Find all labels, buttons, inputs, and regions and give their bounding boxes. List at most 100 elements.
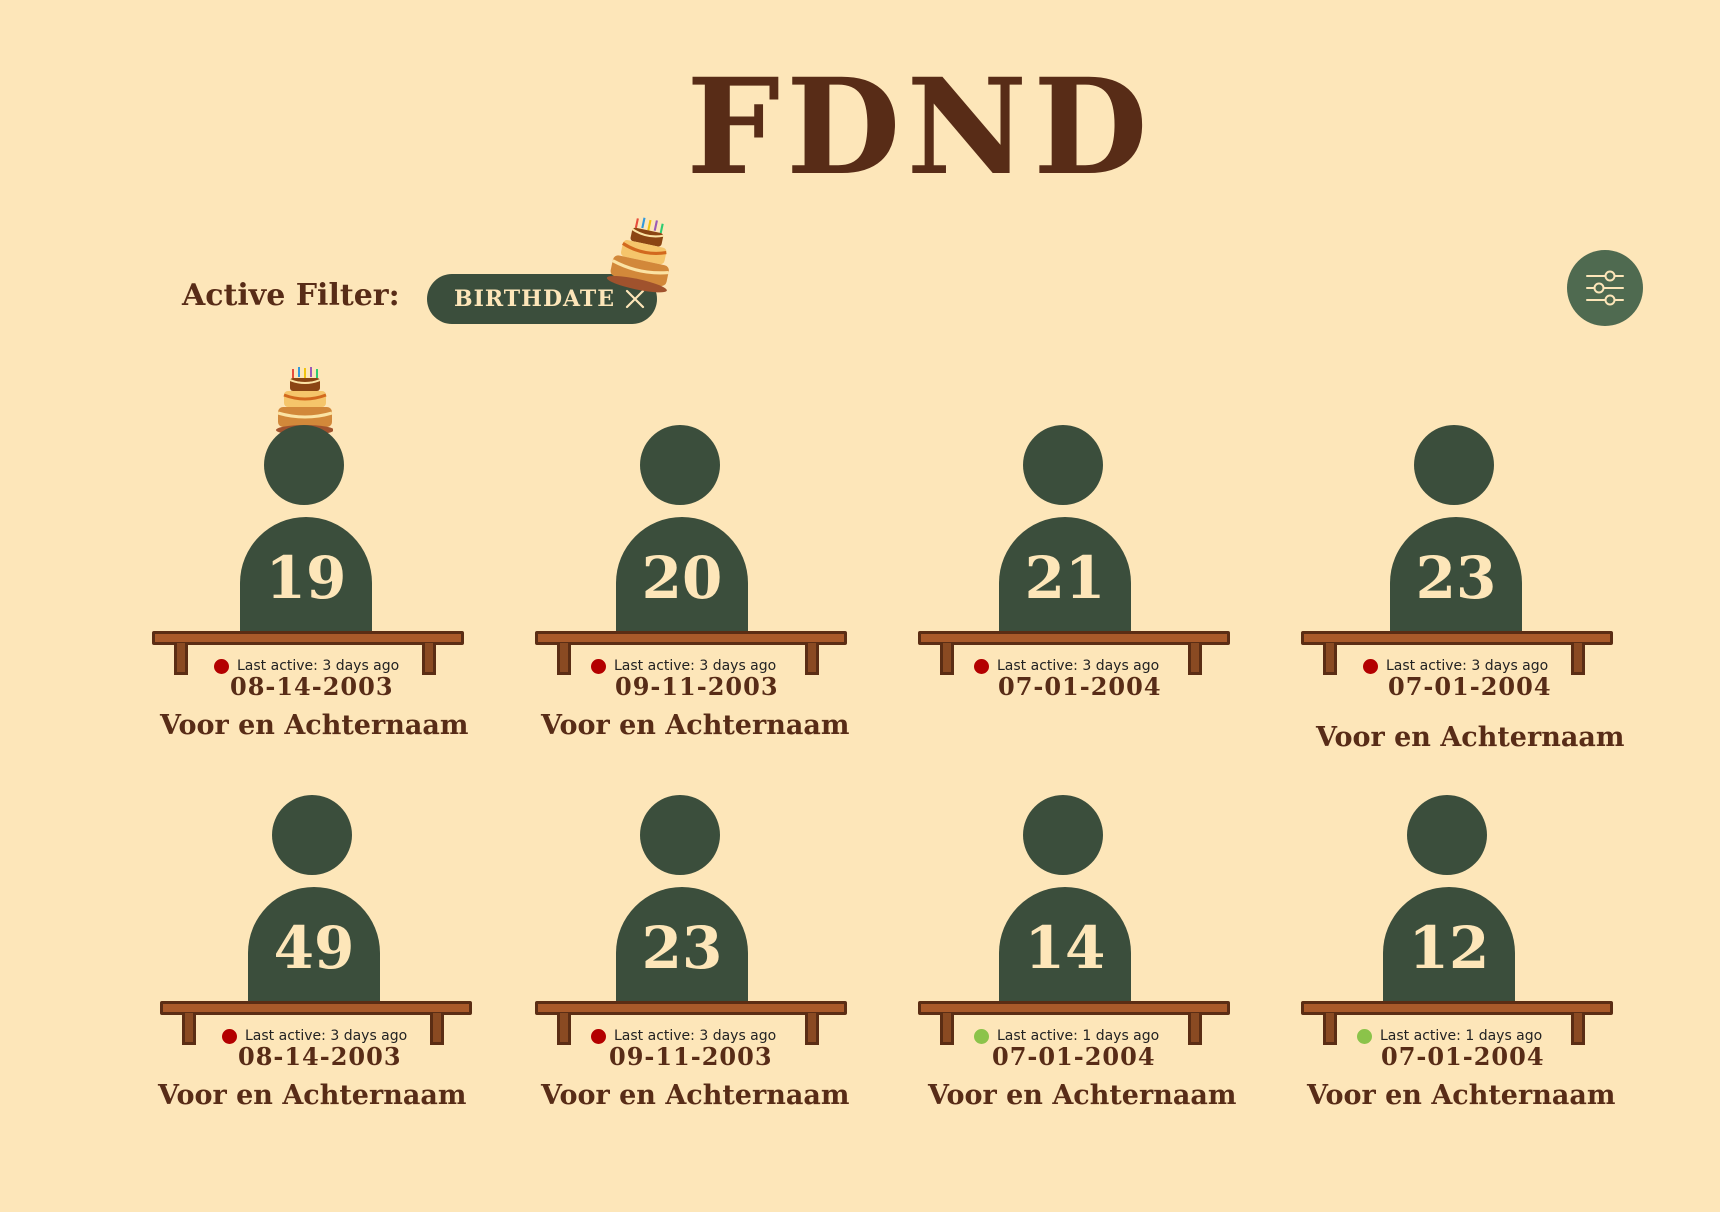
desk-leg [557, 643, 571, 675]
student-avatar-body: 23 [616, 887, 748, 1005]
last-active-text: Last active: 3 days ago [237, 658, 400, 674]
active-filter-label: Active Filter: [182, 278, 400, 313]
student-avatar-body: 23 [1390, 517, 1522, 635]
desk-top [152, 631, 464, 645]
student-avatar-body: 12 [1383, 887, 1515, 1005]
last-active-text: Last active: 3 days ago [997, 658, 1160, 674]
last-active-status: Last active: 3 days ago [591, 1028, 776, 1044]
student-card[interactable]: 23 Last active: 3 days ago 07-01-2004 Voor … [1301, 425, 1625, 765]
student-card[interactable]: 20 Last active: 3 days ago 09-11-2003 Voor … [535, 425, 855, 765]
desk-leg [1188, 643, 1202, 675]
desk-leg [1323, 643, 1337, 675]
student-avatar-head [640, 425, 720, 505]
last-active-status: Last active: 3 days ago [591, 658, 776, 674]
student-number: 19 [265, 544, 347, 612]
filter-chip-label: BIRTHDATE [454, 286, 616, 312]
status-dot-icon [591, 1028, 606, 1044]
desk-leg [182, 1013, 196, 1045]
close-icon[interactable] [623, 287, 647, 311]
student-birthdate: 07-01-2004 [1388, 672, 1552, 701]
student-avatar-head [640, 795, 720, 875]
student-card[interactable]: 21 Last active: 3 days ago 07-01-2004 [918, 425, 1238, 765]
student-avatar-body: 49 [248, 887, 380, 1005]
last-active-status: Last active: 3 days ago [974, 658, 1159, 674]
last-active-text: Last active: 3 days ago [245, 1028, 408, 1044]
student-card[interactable]: 14 Last active: 1 days ago 07-01-2004 Voor … [918, 795, 1238, 1135]
student-avatar-head [1407, 795, 1487, 875]
desk-leg [1571, 1013, 1585, 1045]
desk-leg [940, 1013, 954, 1045]
last-active-status: Last active: 3 days ago [222, 1028, 407, 1044]
last-active-text: Last active: 3 days ago [1386, 658, 1549, 674]
desk-leg [1188, 1013, 1202, 1045]
student-avatar-head [1023, 425, 1103, 505]
student-card[interactable]: 12 Last active: 1 days ago 07-01-2004 Voor … [1301, 795, 1621, 1135]
student-name: Voor en Achternaam [1307, 1080, 1616, 1111]
desk-top [1301, 631, 1613, 645]
student-number: 20 [641, 544, 723, 612]
student-number: 14 [1024, 914, 1106, 982]
student-avatar-body: 14 [999, 887, 1131, 1005]
filter-settings-button[interactable] [1567, 250, 1643, 326]
student-birthdate: 07-01-2004 [992, 1042, 1156, 1071]
student-card[interactable]: 49 Last active: 3 days ago 08-14-2003 Voor … [158, 795, 480, 1135]
last-active-status: Last active: 1 days ago [974, 1028, 1159, 1044]
last-active-text: Last active: 1 days ago [997, 1028, 1160, 1044]
student-avatar-body: 21 [999, 517, 1131, 635]
desk-leg [174, 643, 188, 675]
desk-leg [430, 1013, 444, 1045]
student-avatar-head [272, 795, 352, 875]
desk-leg [805, 1013, 819, 1045]
student-avatar-body: 20 [616, 517, 748, 635]
student-avatar-head [264, 425, 344, 505]
student-card[interactable]: 23 Last active: 3 days ago 09-11-2003 Voor … [535, 795, 855, 1135]
student-avatar-head [1023, 795, 1103, 875]
student-number: 23 [641, 914, 723, 982]
sliders-icon [1586, 270, 1624, 306]
student-birthdate: 08-14-2003 [238, 1042, 402, 1071]
last-active-text: Last active: 1 days ago [1380, 1028, 1543, 1044]
desk-top [535, 631, 847, 645]
student-number: 21 [1024, 544, 1106, 612]
desk-leg [557, 1013, 571, 1045]
student-number: 23 [1415, 544, 1497, 612]
student-name: Voor en Achternaam [541, 710, 850, 741]
desk-top [535, 1001, 847, 1015]
student-avatar-body: 19 [240, 517, 372, 635]
status-dot-icon [214, 658, 229, 674]
student-name: Voor en Achternaam [160, 710, 469, 741]
student-name: Voor en Achternaam [158, 1080, 467, 1111]
page-title: FDND [686, 50, 1154, 205]
student-birthdate: 07-01-2004 [998, 672, 1162, 701]
student-number: 12 [1408, 914, 1490, 982]
status-dot-icon [974, 658, 989, 674]
student-number: 49 [273, 914, 355, 982]
desk-leg [422, 643, 436, 675]
status-dot-icon [591, 658, 606, 674]
student-avatar-head [1414, 425, 1494, 505]
desk-top [918, 1001, 1230, 1015]
student-birthdate: 08-14-2003 [230, 672, 394, 701]
student-birthdate: 09-11-2003 [609, 1042, 773, 1071]
student-birthdate: 09-11-2003 [615, 672, 779, 701]
student-name: Voor en Achternaam [928, 1080, 1237, 1111]
last-active-status: Last active: 1 days ago [1357, 1028, 1542, 1044]
desk-leg [940, 643, 954, 675]
desk-leg [805, 643, 819, 675]
desk-top [160, 1001, 472, 1015]
student-card[interactable]: 19 Last active: 3 days ago 08-14-2003 Voor … [152, 367, 472, 765]
status-dot-icon [1357, 1028, 1372, 1044]
last-active-status: Last active: 3 days ago [214, 658, 399, 674]
student-name: Voor en Achternaam [1316, 722, 1625, 753]
birthday-cake-icon [606, 217, 669, 293]
last-active-text: Last active: 3 days ago [614, 1028, 777, 1044]
status-dot-icon [1363, 658, 1378, 674]
desk-top [1301, 1001, 1613, 1015]
status-dot-icon [222, 1028, 237, 1044]
last-active-status: Last active: 3 days ago [1363, 658, 1548, 674]
desk-leg [1571, 643, 1585, 675]
student-name: Voor en Achternaam [541, 1080, 850, 1111]
desk-top [918, 631, 1230, 645]
status-dot-icon [974, 1028, 989, 1044]
student-birthdate: 07-01-2004 [1381, 1042, 1545, 1071]
